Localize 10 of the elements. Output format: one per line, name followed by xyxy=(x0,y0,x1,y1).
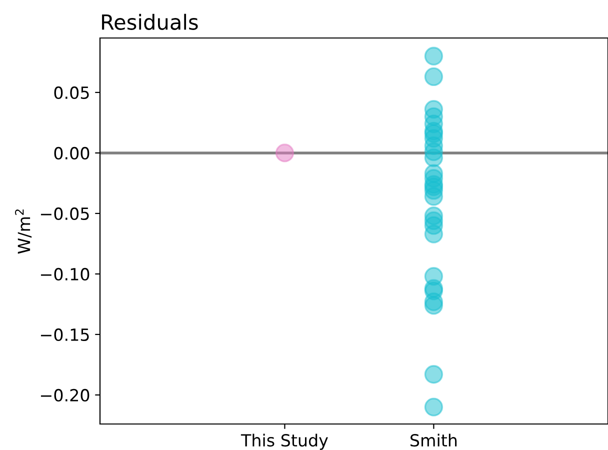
x-tick-label: Smith xyxy=(410,434,457,447)
chart-title: Residuals xyxy=(102,14,198,30)
y-axis-title: W/m$^{2}$ xyxy=(15,210,32,254)
y-tick-label: 0.00 xyxy=(54,146,90,160)
y-tick-label: 0.05 xyxy=(54,86,89,100)
y-tick-label: −0.15 xyxy=(40,328,89,342)
y-tick-label: −0.05 xyxy=(40,207,89,220)
y-tick-label: −0.20 xyxy=(40,388,90,402)
y-tick-label: −0.10 xyxy=(40,268,90,281)
x-tick-label: This Study xyxy=(240,434,328,450)
